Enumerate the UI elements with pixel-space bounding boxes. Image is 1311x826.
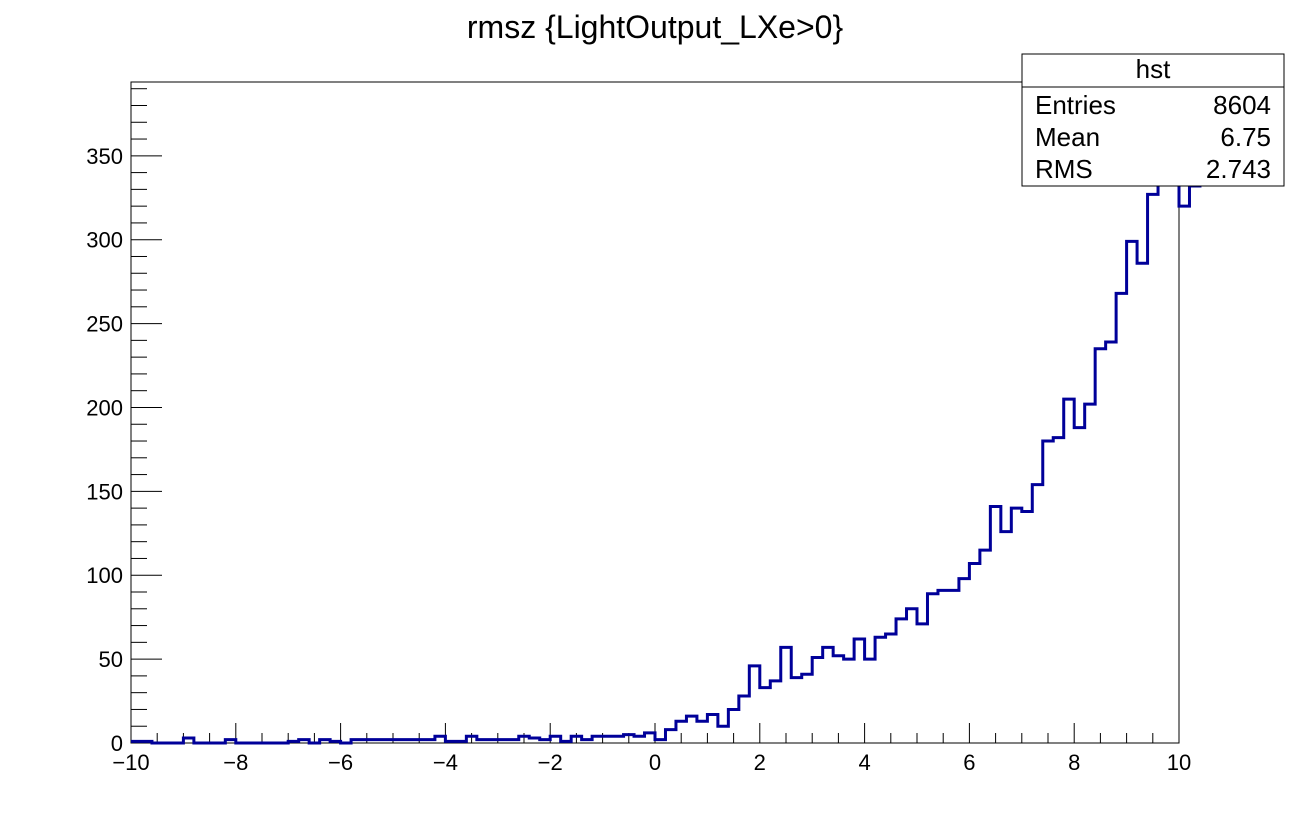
chart-title: rmsz {LightOutput_LXe>0} — [467, 9, 844, 45]
y-tick-label: 100 — [86, 563, 123, 588]
histogram-line — [131, 97, 1232, 745]
y-tick-label: 0 — [111, 731, 123, 756]
stats-value-rms: 2.743 — [1206, 154, 1271, 184]
stats-value-entries: 8604 — [1213, 90, 1271, 120]
x-tick-label: −4 — [433, 750, 458, 775]
stats-box: hst Entries 8604 Mean 6.75 RMS 2.743 — [1021, 53, 1285, 187]
x-tick-label: 8 — [1068, 750, 1080, 775]
stats-box-title: hst — [1136, 54, 1171, 84]
y-tick-label: 350 — [86, 144, 123, 169]
stats-label-mean: Mean — [1035, 122, 1100, 152]
x-tick-label: 4 — [858, 750, 870, 775]
x-tick-label: 0 — [649, 750, 661, 775]
stats-box-frame — [1021, 53, 1285, 187]
stats-label-rms: RMS — [1035, 154, 1093, 184]
x-tick-label: 2 — [754, 750, 766, 775]
x-tick-label: −6 — [328, 750, 353, 775]
y-tick-label: 200 — [86, 395, 123, 420]
stats-value-mean: 6.75 — [1220, 122, 1271, 152]
x-tick-label: −10 — [112, 750, 149, 775]
y-tick-label: 50 — [99, 647, 123, 672]
x-tick-label: 6 — [963, 750, 975, 775]
x-tick-label: −8 — [223, 750, 248, 775]
x-tick-label: 10 — [1167, 750, 1191, 775]
y-tick-label: 250 — [86, 312, 123, 337]
x-tick-label: −2 — [538, 750, 563, 775]
histogram-series — [131, 97, 1232, 745]
y-tick-label: 300 — [86, 228, 123, 253]
y-tick-label: 150 — [86, 479, 123, 504]
stats-label-entries: Entries — [1035, 90, 1116, 120]
